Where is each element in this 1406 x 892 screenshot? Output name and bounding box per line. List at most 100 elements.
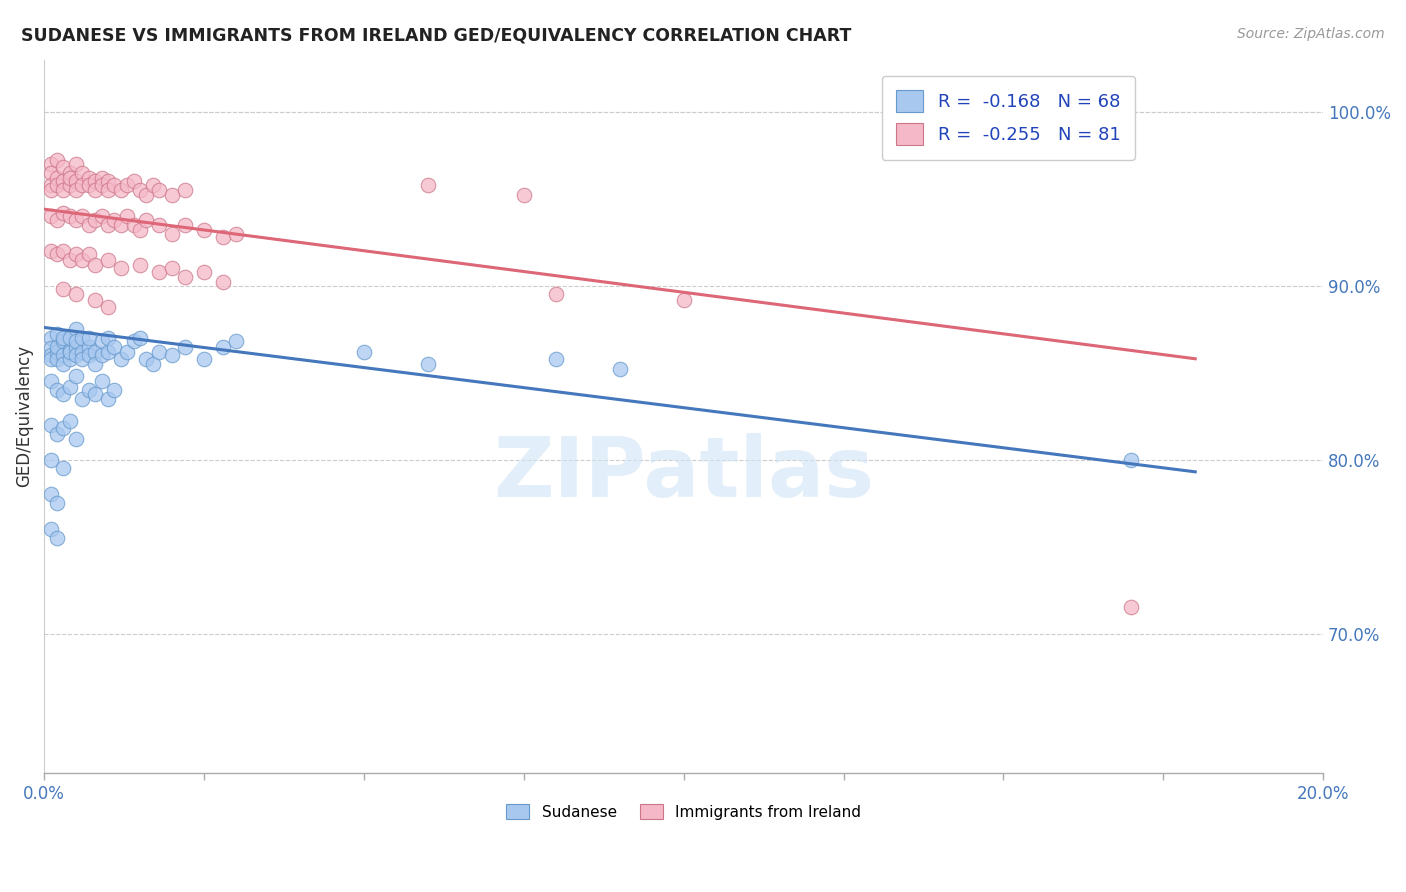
Point — [110, 351, 132, 366]
Point — [59, 414, 82, 428]
Point — [59, 170, 82, 185]
Point — [110, 218, 132, 232]
Point — [65, 369, 87, 384]
Point — [77, 331, 100, 345]
Point — [52, 244, 75, 258]
Point — [52, 357, 75, 371]
Point — [90, 334, 112, 349]
Point — [45, 344, 67, 359]
Point — [65, 334, 87, 349]
Point — [72, 166, 94, 180]
Point — [84, 344, 107, 359]
Point — [39, 417, 62, 432]
Point — [52, 461, 75, 475]
Point — [84, 174, 107, 188]
Point — [135, 212, 157, 227]
Point — [122, 174, 145, 188]
Point — [65, 340, 87, 354]
Point — [110, 183, 132, 197]
Point — [117, 209, 139, 223]
Point — [59, 331, 82, 345]
Point — [65, 247, 87, 261]
Point — [148, 183, 170, 197]
Point — [52, 421, 75, 435]
Point — [77, 247, 100, 261]
Point — [39, 157, 62, 171]
Point — [173, 270, 195, 285]
Point — [39, 452, 62, 467]
Point — [45, 426, 67, 441]
Point — [39, 487, 62, 501]
Point — [90, 170, 112, 185]
Point — [65, 432, 87, 446]
Point — [59, 351, 82, 366]
Point — [39, 183, 62, 197]
Point — [173, 340, 195, 354]
Point — [52, 174, 75, 188]
Point — [45, 496, 67, 510]
Point — [65, 287, 87, 301]
Point — [212, 275, 235, 289]
Point — [45, 340, 67, 354]
Point — [173, 218, 195, 232]
Point — [52, 386, 75, 401]
Point — [416, 178, 439, 192]
Point — [59, 379, 82, 393]
Point — [52, 331, 75, 345]
Point — [513, 188, 536, 202]
Point — [148, 218, 170, 232]
Point — [103, 383, 125, 397]
Point — [135, 188, 157, 202]
Point — [72, 252, 94, 267]
Point — [90, 375, 112, 389]
Point — [225, 334, 247, 349]
Point — [52, 282, 75, 296]
Point — [59, 166, 82, 180]
Point — [160, 261, 183, 276]
Point — [97, 174, 120, 188]
Point — [59, 344, 82, 359]
Point — [39, 351, 62, 366]
Point — [65, 212, 87, 227]
Point — [45, 178, 67, 192]
Point — [129, 331, 152, 345]
Point — [142, 178, 165, 192]
Point — [148, 265, 170, 279]
Point — [544, 287, 567, 301]
Point — [148, 344, 170, 359]
Point — [77, 340, 100, 354]
Point — [39, 244, 62, 258]
Point — [84, 258, 107, 272]
Point — [39, 331, 62, 345]
Point — [65, 183, 87, 197]
Point — [103, 340, 125, 354]
Point — [129, 183, 152, 197]
Point — [65, 174, 87, 188]
Point — [117, 178, 139, 192]
Point — [90, 348, 112, 362]
Text: ZIPatlas: ZIPatlas — [494, 433, 875, 514]
Point — [110, 261, 132, 276]
Point — [45, 327, 67, 342]
Point — [544, 351, 567, 366]
Point — [77, 218, 100, 232]
Point — [45, 383, 67, 397]
Point — [103, 178, 125, 192]
Point — [90, 178, 112, 192]
Point — [39, 522, 62, 536]
Point — [45, 153, 67, 168]
Point — [193, 351, 215, 366]
Point — [45, 247, 67, 261]
Point — [52, 205, 75, 219]
Point — [39, 178, 62, 192]
Point — [77, 178, 100, 192]
Legend: Sudanese, Immigrants from Ireland: Sudanese, Immigrants from Ireland — [501, 797, 868, 826]
Point — [39, 375, 62, 389]
Point — [59, 209, 82, 223]
Point — [72, 209, 94, 223]
Point — [72, 351, 94, 366]
Point — [39, 348, 62, 362]
Point — [72, 392, 94, 406]
Point — [97, 344, 120, 359]
Point — [72, 331, 94, 345]
